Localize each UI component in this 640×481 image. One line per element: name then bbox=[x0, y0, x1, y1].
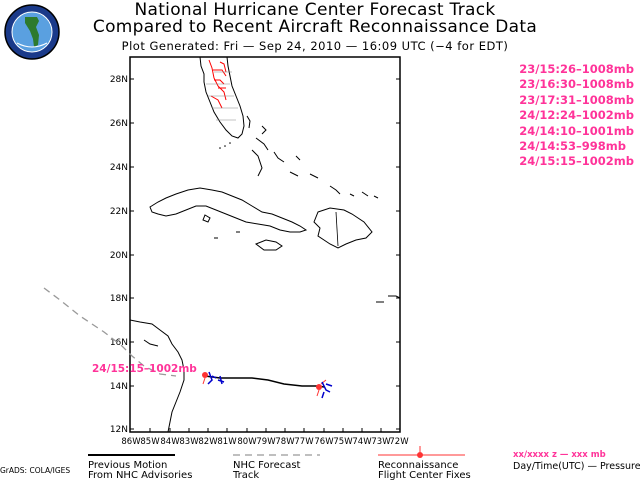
lon-label: 76W bbox=[314, 437, 334, 447]
legend-recon: Reconnaissance Flight Center Fixes bbox=[378, 461, 471, 481]
legend-previous-motion-line1: Previous Motion bbox=[88, 460, 168, 471]
longitude-ticks bbox=[149, 428, 382, 432]
recon-fix-item: 23/16:30–1008mb bbox=[519, 77, 634, 92]
lon-label: 79W bbox=[256, 437, 276, 447]
legend-key-format: xx/xxxx z — xxx mb bbox=[513, 450, 606, 460]
central-america-coast bbox=[129, 319, 185, 433]
recon-fix-markers bbox=[202, 372, 327, 397]
wind-barbs bbox=[207, 371, 333, 399]
title-line-1: National Hurricane Center Forecast Track bbox=[134, 0, 496, 20]
lon-label: 86W bbox=[121, 437, 141, 447]
forecast-track bbox=[204, 375, 325, 388]
legend-forecast-line2: Track bbox=[233, 470, 260, 481]
legend-recon-marker bbox=[417, 452, 423, 458]
legend-recon-line1: Reconnaissance bbox=[378, 460, 459, 471]
lon-label: 80W bbox=[237, 437, 257, 447]
legend-previous-motion-line2: From NHC Advisories bbox=[88, 470, 193, 481]
grads-credit: GrADS: COLA/IGES bbox=[0, 466, 71, 475]
recon-fix-item: 24/14:10–1001mb bbox=[519, 123, 634, 138]
lon-label: 84W bbox=[160, 437, 180, 447]
lon-label: 82W bbox=[198, 437, 218, 447]
lat-label: 16N bbox=[110, 338, 128, 348]
lat-label: 18N bbox=[110, 294, 128, 304]
legend-previous-motion: Previous Motion From NHC Advisories bbox=[88, 461, 192, 481]
recon-fix-item: 23/15:26–1008mb bbox=[519, 62, 634, 76]
lat-label: 22N bbox=[110, 207, 128, 217]
lon-label: 81W bbox=[217, 437, 237, 447]
lat-label: 24N bbox=[110, 163, 128, 173]
lat-label: 20N bbox=[110, 251, 128, 261]
track-fix-annotation: 24/15:15–1002mb bbox=[92, 363, 197, 375]
lon-label: 77W bbox=[294, 437, 314, 447]
lon-label: 72W bbox=[389, 437, 409, 447]
bahamas bbox=[246, 115, 341, 195]
lon-label: 74W bbox=[352, 437, 372, 447]
lat-label: 12N bbox=[110, 425, 128, 435]
cuba bbox=[149, 187, 308, 233]
recon-fix-list: 23/15:26–1008mb 23/16:30–1008mb 23/17:31… bbox=[519, 62, 634, 170]
lat-label: 28N bbox=[110, 75, 128, 85]
plot-generated-text: Plot Generated: Fri — Sep 24, 2010 — 16:… bbox=[121, 39, 509, 53]
previous-motion-track bbox=[43, 287, 177, 377]
recon-fix-item: 24/15:15–1002mb bbox=[519, 154, 634, 169]
lat-label: 14N bbox=[110, 382, 128, 392]
recon-fix-item: 24/12:24–1002mb bbox=[519, 108, 634, 123]
lon-label: 78W bbox=[275, 437, 295, 447]
lon-label: 85W bbox=[140, 437, 160, 447]
legend-recon-line2: Flight Center Fixes bbox=[378, 470, 471, 481]
legend-key-caption: Day/Time(UTC) — Pressure bbox=[513, 461, 640, 472]
latitude-ticks bbox=[130, 78, 400, 430]
lat-label: 26N bbox=[110, 119, 128, 129]
legend-forecast-track: NHC Forecast Track bbox=[233, 461, 300, 481]
legend-forecast-line1: NHC Forecast bbox=[233, 460, 301, 471]
map-frame bbox=[129, 56, 401, 433]
lon-label: 73W bbox=[371, 437, 391, 447]
recon-fix-item: 24/14:53–998mb bbox=[519, 139, 626, 154]
title-block: National Hurricane Center Forecast Track… bbox=[70, 2, 560, 54]
lon-label: 83W bbox=[179, 437, 199, 447]
jamaica bbox=[254, 239, 283, 251]
florida-county-lines bbox=[208, 59, 227, 109]
florida-coastline bbox=[199, 56, 245, 139]
recon-fix-item: 23/17:31–1008mb bbox=[519, 92, 634, 107]
florida-water-management-logo bbox=[4, 4, 60, 60]
title-line-2: Compared to Recent Aircraft Reconnaissan… bbox=[92, 17, 538, 37]
hispaniola bbox=[313, 207, 373, 249]
lon-label: 75W bbox=[333, 437, 353, 447]
